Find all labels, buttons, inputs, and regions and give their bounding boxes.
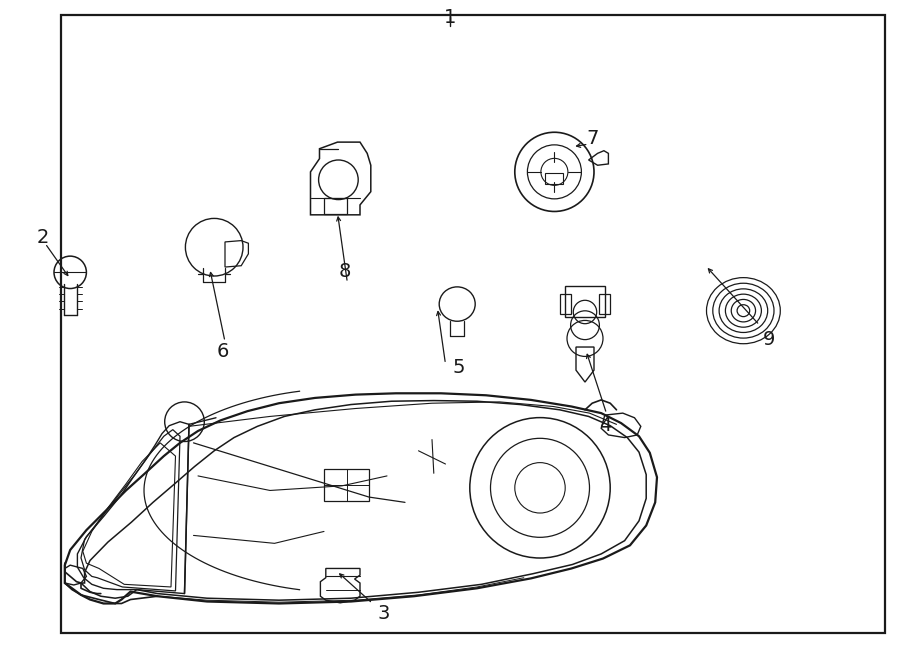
Text: 5: 5 — [453, 358, 465, 377]
Bar — [565, 286, 605, 317]
Bar — [324, 198, 346, 214]
Text: 6: 6 — [217, 342, 230, 361]
Text: 7: 7 — [586, 130, 598, 148]
Bar — [560, 294, 571, 314]
Bar — [545, 173, 563, 184]
Text: 8: 8 — [338, 262, 351, 280]
Text: 4: 4 — [598, 416, 611, 435]
Text: 3: 3 — [377, 604, 390, 623]
Bar — [599, 294, 610, 314]
Text: 2: 2 — [37, 229, 50, 247]
Text: 1: 1 — [444, 8, 456, 26]
Text: 9: 9 — [762, 330, 775, 349]
Bar — [324, 469, 369, 501]
